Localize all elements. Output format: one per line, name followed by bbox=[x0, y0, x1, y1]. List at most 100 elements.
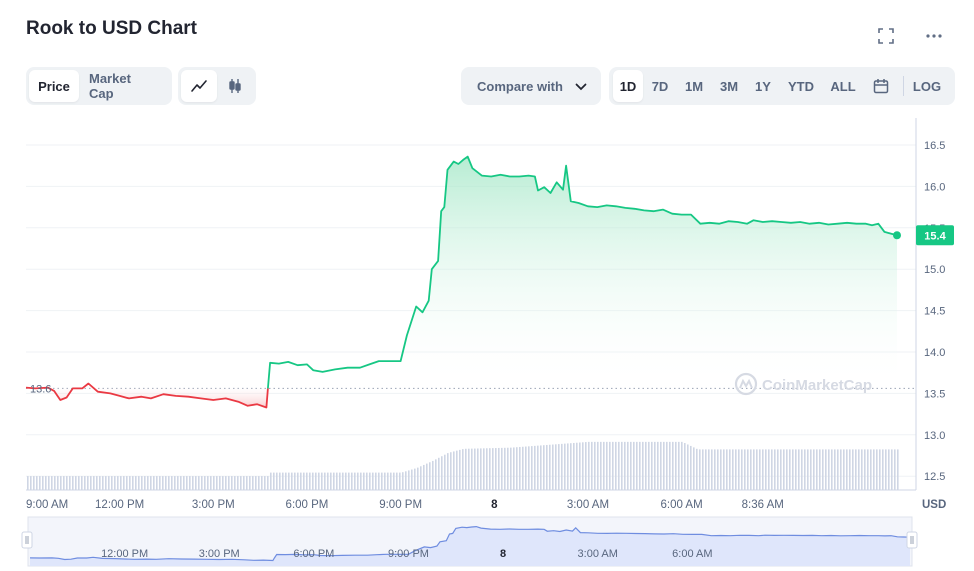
volume-bar bbox=[867, 449, 869, 490]
calendar-icon[interactable] bbox=[863, 70, 899, 102]
current-price-badge bbox=[916, 225, 954, 246]
volume-bar bbox=[336, 472, 338, 490]
volume-bar bbox=[882, 449, 884, 490]
volume-bar bbox=[822, 449, 824, 490]
volume-bar bbox=[759, 449, 761, 490]
volume-bar bbox=[798, 449, 800, 490]
volume-bar bbox=[783, 449, 785, 490]
volume-bar bbox=[327, 472, 329, 490]
volume-bar bbox=[255, 476, 257, 490]
more-dots-icon[interactable] bbox=[924, 26, 944, 46]
volume-bar bbox=[564, 443, 566, 490]
volume-bar bbox=[546, 444, 548, 490]
volume-bar bbox=[423, 464, 425, 490]
volume-bar bbox=[387, 472, 389, 490]
volume-bar bbox=[153, 476, 155, 490]
volume-bar bbox=[555, 444, 557, 490]
volume-bar bbox=[621, 441, 623, 490]
volume-bar bbox=[54, 476, 56, 490]
volume-bar bbox=[63, 476, 65, 490]
tab-market-cap[interactable]: Market Cap bbox=[89, 71, 131, 101]
volume-bar bbox=[762, 449, 764, 490]
volume-bar bbox=[420, 466, 422, 490]
volume-bar bbox=[777, 449, 779, 490]
volume-bar bbox=[234, 476, 236, 490]
volume-bar bbox=[354, 472, 356, 490]
range-1y[interactable]: 1Y bbox=[755, 78, 771, 94]
volume-bar bbox=[318, 472, 320, 490]
range-7d[interactable]: 7D bbox=[651, 78, 669, 94]
volume-bar bbox=[120, 476, 122, 490]
volume-bar bbox=[837, 449, 839, 490]
volume-bar bbox=[627, 441, 629, 490]
navigator-tick-label: 9:00 PM bbox=[388, 548, 429, 560]
volume-bar bbox=[147, 476, 149, 490]
volume-bar bbox=[240, 476, 242, 490]
volume-bar bbox=[885, 449, 887, 490]
volume-bar bbox=[516, 447, 518, 490]
volume-bar bbox=[312, 472, 314, 490]
volume-bar bbox=[429, 462, 431, 490]
volume-bar bbox=[651, 441, 653, 490]
volume-bar bbox=[756, 449, 758, 490]
volume-bar bbox=[141, 476, 143, 490]
volume-bar bbox=[237, 476, 239, 490]
volume-bar bbox=[399, 472, 401, 490]
volume-bar bbox=[216, 476, 218, 490]
volume-bar bbox=[417, 467, 419, 490]
volume-bar bbox=[888, 449, 890, 490]
volume-bar bbox=[618, 441, 620, 490]
volume-bar bbox=[534, 445, 536, 490]
volume-bar bbox=[684, 443, 686, 490]
volume-bar bbox=[813, 449, 815, 490]
volume-bar bbox=[288, 472, 290, 490]
volume-bar bbox=[72, 476, 74, 490]
range-1d[interactable]: 1D bbox=[613, 70, 643, 102]
volume-bar bbox=[228, 476, 230, 490]
coinmarketcap-logo-mark bbox=[739, 378, 753, 389]
volume-bar bbox=[192, 476, 194, 490]
line-chart-icon[interactable] bbox=[181, 70, 217, 102]
volume-bar bbox=[717, 449, 719, 490]
volume-bar bbox=[405, 471, 407, 490]
current-price-label: 15.4 bbox=[924, 230, 946, 242]
range-3m[interactable]: 3M bbox=[719, 78, 739, 94]
volume-bar bbox=[105, 476, 107, 490]
volume-bar bbox=[498, 447, 500, 490]
volume-bar bbox=[441, 456, 443, 490]
volume-bar bbox=[552, 444, 554, 490]
navigator-tick-label: 3:00 PM bbox=[199, 548, 240, 560]
volume-bar bbox=[213, 476, 215, 490]
volume-bar bbox=[891, 449, 893, 490]
volume-bar bbox=[492, 448, 494, 490]
range-ytd[interactable]: YTD bbox=[788, 78, 814, 94]
volume-bar bbox=[870, 449, 872, 490]
log-toggle[interactable]: LOG bbox=[912, 78, 942, 94]
range-1m[interactable]: 1M bbox=[684, 78, 704, 94]
volume-bar bbox=[765, 449, 767, 490]
compare-label: Compare with bbox=[477, 78, 563, 94]
volume-bar bbox=[615, 441, 617, 490]
volume-bar bbox=[36, 476, 38, 490]
x-tick-label: 9:00 PM bbox=[379, 499, 422, 511]
volume-bar bbox=[483, 448, 485, 490]
volume-bar bbox=[96, 476, 98, 490]
compare-with-dropdown[interactable]: Compare with bbox=[461, 67, 601, 105]
candlestick-icon[interactable] bbox=[217, 70, 253, 102]
volume-bar bbox=[591, 441, 593, 490]
fullscreen-icon[interactable] bbox=[876, 26, 896, 46]
volume-bar bbox=[360, 472, 362, 490]
range-all[interactable]: ALL bbox=[830, 78, 856, 94]
volume-bar bbox=[495, 448, 497, 490]
volume-bar bbox=[594, 441, 596, 490]
volume-bar bbox=[57, 476, 59, 490]
navigator-handle-left[interactable] bbox=[21, 531, 33, 549]
down-area bbox=[26, 383, 268, 408]
volume-bar bbox=[636, 441, 638, 490]
tab-price[interactable]: Price bbox=[29, 70, 79, 102]
navigator-handle-right[interactable] bbox=[906, 531, 918, 549]
y-tick-label: 13.0 bbox=[924, 430, 945, 442]
volume-bar bbox=[579, 442, 581, 490]
volume-bar bbox=[207, 476, 209, 490]
volume-bar bbox=[468, 448, 470, 490]
